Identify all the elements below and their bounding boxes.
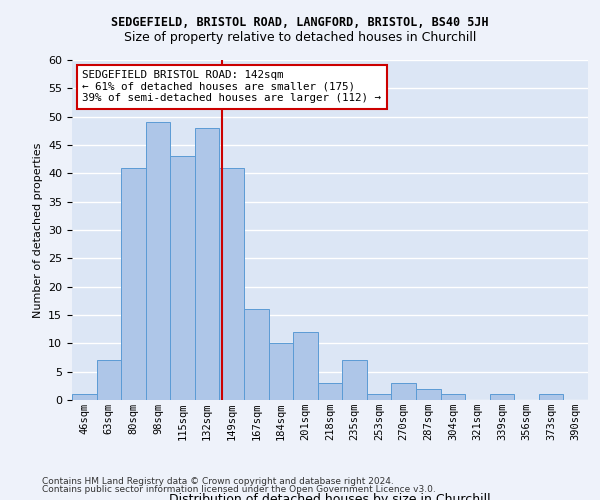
- Bar: [318, 383, 342, 400]
- Bar: [170, 156, 195, 400]
- Bar: [97, 360, 121, 400]
- Y-axis label: Number of detached properties: Number of detached properties: [32, 142, 43, 318]
- Text: Contains public sector information licensed under the Open Government Licence v3: Contains public sector information licen…: [42, 485, 436, 494]
- Bar: [195, 128, 220, 400]
- Text: Contains HM Land Registry data © Crown copyright and database right 2024.: Contains HM Land Registry data © Crown c…: [42, 477, 394, 486]
- Bar: [244, 310, 269, 400]
- Bar: [440, 394, 465, 400]
- Bar: [490, 394, 514, 400]
- Bar: [342, 360, 367, 400]
- Bar: [146, 122, 170, 400]
- Bar: [367, 394, 391, 400]
- X-axis label: Distribution of detached houses by size in Churchill: Distribution of detached houses by size …: [169, 493, 491, 500]
- Bar: [293, 332, 318, 400]
- Bar: [539, 394, 563, 400]
- Text: Size of property relative to detached houses in Churchill: Size of property relative to detached ho…: [124, 31, 476, 44]
- Bar: [121, 168, 146, 400]
- Bar: [416, 388, 440, 400]
- Bar: [269, 344, 293, 400]
- Text: SEDGEFIELD, BRISTOL ROAD, LANGFORD, BRISTOL, BS40 5JH: SEDGEFIELD, BRISTOL ROAD, LANGFORD, BRIS…: [111, 16, 489, 29]
- Text: SEDGEFIELD BRISTOL ROAD: 142sqm
← 61% of detached houses are smaller (175)
39% o: SEDGEFIELD BRISTOL ROAD: 142sqm ← 61% of…: [82, 70, 382, 103]
- Bar: [220, 168, 244, 400]
- Bar: [72, 394, 97, 400]
- Bar: [391, 383, 416, 400]
